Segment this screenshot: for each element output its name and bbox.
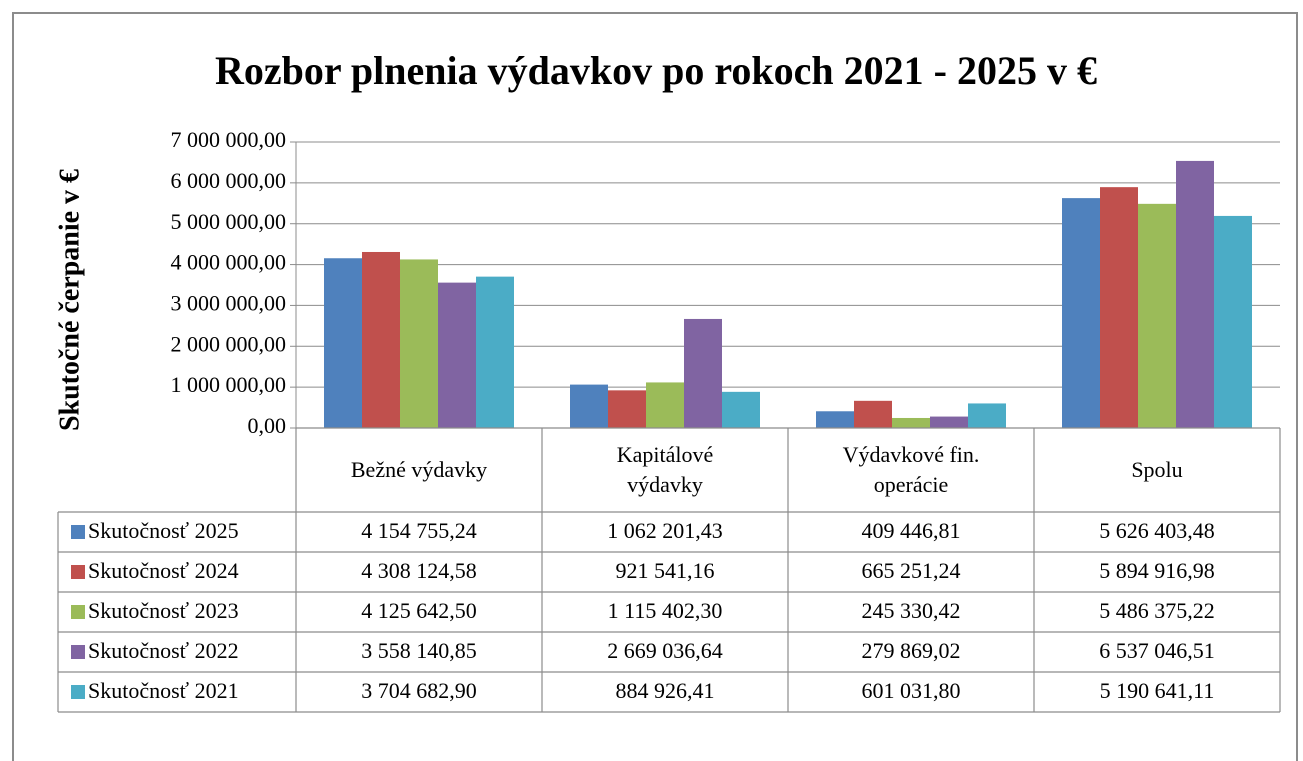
category-cell: Kapitálové výdavky [616, 442, 714, 497]
bar [362, 251, 400, 428]
y-tick-label: 4 000 000,00 [171, 250, 287, 275]
y-tick-label: 2 000 000,00 [171, 331, 287, 356]
y-tick-label: 7 000 000,00 [171, 127, 287, 152]
legend-label: Skutočnosť 2025 [88, 518, 239, 543]
legend-label: Skutočnosť 2022 [88, 638, 239, 663]
table-value: 5 190 641,11 [1100, 678, 1215, 703]
x-tick-label: Kapitálové výdavky [616, 442, 714, 497]
bar [1100, 187, 1138, 428]
bar [722, 391, 760, 428]
bar [400, 259, 438, 428]
table-value: 921 541,16 [616, 558, 715, 583]
table-value: 3 558 140,85 [361, 638, 477, 663]
legend-key [71, 645, 85, 659]
bar [608, 390, 646, 428]
bar [1138, 203, 1176, 428]
table-value: 409 446,81 [862, 518, 961, 543]
x-tick-label: Výdavkové fin. operácie [842, 442, 980, 497]
bar [684, 318, 722, 428]
table-value: 5 486 375,22 [1099, 598, 1215, 623]
legend-key [71, 605, 85, 619]
y-tick-label: 1 000 000,00 [171, 372, 287, 397]
bar [816, 411, 854, 428]
chart-title: Rozbor plnenia výdavkov po rokoch 2021 -… [215, 48, 1097, 93]
y-tick-label: 6 000 000,00 [171, 168, 287, 193]
category-cell: Spolu [1131, 457, 1183, 482]
table-value: 245 330,42 [862, 598, 961, 623]
legend-key [71, 565, 85, 579]
legend-label: Skutočnosť 2021 [88, 678, 239, 703]
bar [646, 382, 684, 428]
table-value: 2 669 036,64 [607, 638, 723, 663]
table-value: 4 154 755,24 [361, 518, 477, 543]
bar [1214, 215, 1252, 428]
y-tick-label: 5 000 000,00 [171, 209, 287, 234]
y-tick-label: 0,00 [248, 413, 287, 438]
bar [930, 416, 968, 428]
x-tick-label: Spolu [1131, 457, 1183, 482]
category-cell: Bežné výdavky [350, 457, 488, 482]
table-value: 6 537 046,51 [1099, 638, 1215, 663]
bar [570, 384, 608, 428]
bar [324, 258, 362, 428]
table-value: 5 894 916,98 [1099, 558, 1215, 583]
table-value: 5 626 403,48 [1099, 518, 1215, 543]
bar [968, 403, 1006, 428]
table-value: 1 115 402,30 [608, 598, 723, 623]
table-value: 1 062 201,43 [607, 518, 723, 543]
legend-label: Skutočnosť 2024 [88, 558, 239, 583]
bar [892, 417, 930, 428]
table-value: 601 031,80 [862, 678, 961, 703]
table-value: 4 308 124,58 [361, 558, 477, 583]
table-value: 665 251,24 [862, 558, 961, 583]
bar [438, 282, 476, 428]
y-tick-label: 3 000 000,00 [171, 290, 287, 315]
bar [1176, 160, 1214, 428]
table-value: 3 704 682,90 [361, 678, 477, 703]
legend-label: Skutočnosť 2023 [88, 598, 239, 623]
legend-key [71, 685, 85, 699]
category-cell: Výdavkové fin. operácie [842, 442, 980, 497]
bar [1062, 198, 1100, 428]
table-value: 279 869,02 [862, 638, 961, 663]
legend-key [71, 525, 85, 539]
table-value: 884 926,41 [616, 678, 715, 703]
bar [854, 400, 892, 428]
bar [476, 276, 514, 428]
table-value: 4 125 642,50 [361, 598, 477, 623]
y-axis-label: Skutočné čerpanie v € [54, 169, 85, 431]
x-tick-label: Bežné výdavky [350, 457, 488, 482]
